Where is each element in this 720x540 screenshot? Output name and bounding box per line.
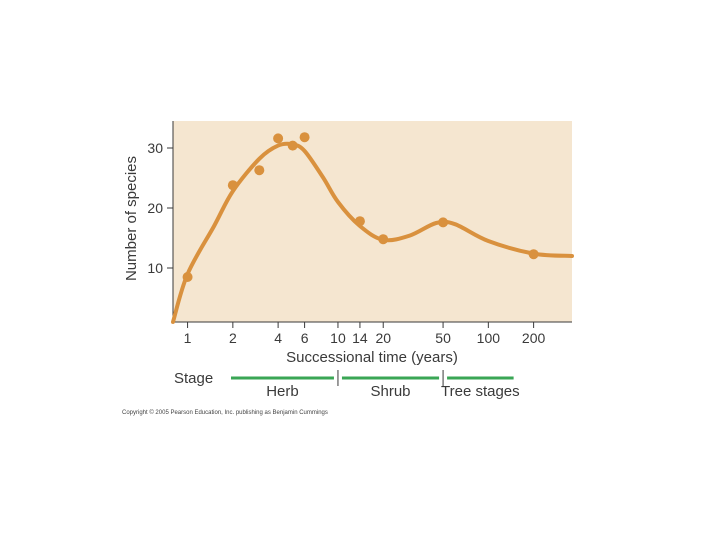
stage-label: Stage [174,370,213,387]
data-point [182,272,193,282]
plot-background [173,121,572,322]
x-tick-label: 20 [375,330,391,346]
x-tick-label: 6 [301,330,309,346]
x-tick-label: 50 [435,330,451,346]
stage-name: Tree stages [441,383,520,400]
y-axis-label: Number of species [123,156,140,281]
stage-name: Shrub [370,383,410,400]
data-point [273,133,284,144]
data-point [378,234,389,245]
y-tick-label: 20 [147,200,163,216]
x-tick-label: 10 [330,330,346,346]
y-tick-label: 30 [147,140,163,156]
x-axis-label: Successional time (years) [286,349,458,366]
x-ticks: 1 2 4 6 10 14 20 50 100 200 [184,322,546,346]
data-point [299,132,310,143]
data-points [182,132,539,282]
stage-bars: Herb Shrub Tree stages [231,370,520,400]
data-point [287,140,298,151]
stage-name: Herb [266,383,299,400]
x-tick-label: 2 [229,330,237,346]
data-point [254,165,265,176]
copyright-note: Copyright © 2005 Pearson Education, Inc.… [122,410,328,416]
x-tick-label: 100 [477,330,501,346]
fitted-curve [171,141,574,324]
x-tick-label: 1 [184,330,192,346]
y-tick-label: 10 [147,260,163,276]
axes [172,121,572,323]
data-point [438,217,449,228]
x-tick-label: 14 [352,330,368,346]
data-point [528,249,539,260]
data-point [354,216,365,227]
y-ticks: 10 20 30 [147,140,173,276]
x-tick-label: 4 [274,330,282,346]
data-point [227,180,238,191]
x-tick-label: 200 [522,330,546,346]
